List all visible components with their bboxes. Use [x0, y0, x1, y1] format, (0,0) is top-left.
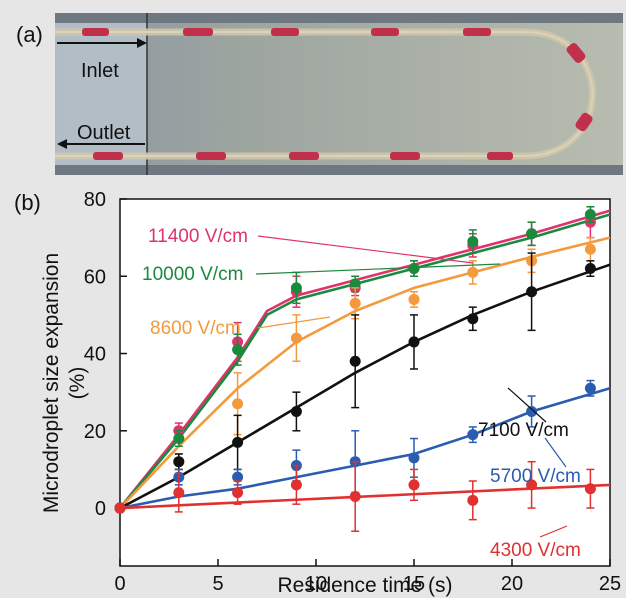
data-point — [173, 456, 185, 468]
outlet-label: Outlet — [77, 122, 131, 144]
data-point — [349, 278, 361, 290]
annotation-leader — [539, 525, 568, 538]
annotation-leader — [255, 263, 501, 275]
data-point — [408, 263, 420, 275]
series-annotation: 11400 V/cm — [148, 226, 248, 247]
data-point — [173, 487, 185, 499]
x-tick-label: 20 — [501, 573, 523, 595]
series-annotation: 10000 V/cm — [142, 264, 243, 285]
data-point — [232, 487, 244, 499]
series-annotation: 4300 V/cm — [490, 540, 581, 561]
data-point — [526, 228, 538, 240]
y-tick-label: 80 — [84, 189, 106, 211]
data-point — [408, 452, 420, 464]
x-tick-label: 25 — [599, 573, 621, 595]
data-point — [467, 494, 479, 506]
series-annotation: 7100 V/cm — [478, 420, 569, 441]
inlet-label: Inlet — [81, 60, 119, 82]
data-point — [467, 235, 479, 247]
x-tick-label: 0 — [114, 573, 125, 595]
y-axis-label-unit: (%) — [66, 367, 89, 400]
series-annotation: 8600 V/cm — [150, 318, 241, 339]
data-point — [114, 502, 126, 514]
data-point — [408, 336, 420, 348]
y-tick-label: 20 — [84, 421, 106, 443]
data-point — [584, 382, 596, 394]
data-point — [290, 405, 302, 417]
x-tick-label: 15 — [403, 573, 425, 595]
data-point — [526, 479, 538, 491]
data-point — [232, 471, 244, 483]
fit-line — [118, 209, 611, 509]
panel-a-label: (a) — [16, 22, 43, 47]
data-point — [526, 286, 538, 298]
fit-line — [119, 213, 611, 509]
y-tick-label: 60 — [84, 266, 106, 288]
data-point — [408, 293, 420, 305]
data-point — [584, 208, 596, 220]
data-point — [349, 297, 361, 309]
data-point — [584, 263, 596, 275]
data-point — [467, 429, 479, 441]
annotation-leader — [257, 316, 331, 329]
annotation-leader — [507, 387, 547, 423]
data-point — [584, 483, 596, 495]
data-point — [349, 355, 361, 367]
data-point — [290, 332, 302, 344]
data-point — [584, 243, 596, 255]
data-point — [349, 490, 361, 502]
data-point — [232, 344, 244, 356]
x-tick-label: 5 — [212, 573, 223, 595]
data-point — [467, 313, 479, 325]
data-point — [467, 266, 479, 278]
annotation-leader — [544, 437, 567, 468]
y-tick-label: 0 — [95, 498, 106, 520]
y-axis-label: Microdroplet size expansion — [40, 253, 63, 513]
data-point — [232, 436, 244, 448]
data-point — [408, 479, 420, 491]
series-annotation: 5700 V/cm — [490, 466, 581, 487]
annotation-leader — [257, 235, 474, 264]
data-point — [526, 405, 538, 417]
x-tick-label: 10 — [305, 573, 327, 595]
y-tick-label: 40 — [84, 344, 106, 366]
x-axis-label: Residence time (s) — [277, 574, 452, 597]
panel-b-label: (b) — [14, 190, 41, 215]
plot-area — [119, 198, 611, 567]
data-point — [290, 282, 302, 294]
channel-photo: Inlet Outlet — [55, 13, 623, 175]
expansion-chart: 0 5 10 15 20 25 0 20 40 60 80 11400 V/cm 10000 V/cm… — [40, 189, 621, 597]
data-point — [173, 433, 185, 445]
data-point — [290, 479, 302, 491]
data-point — [232, 398, 244, 410]
